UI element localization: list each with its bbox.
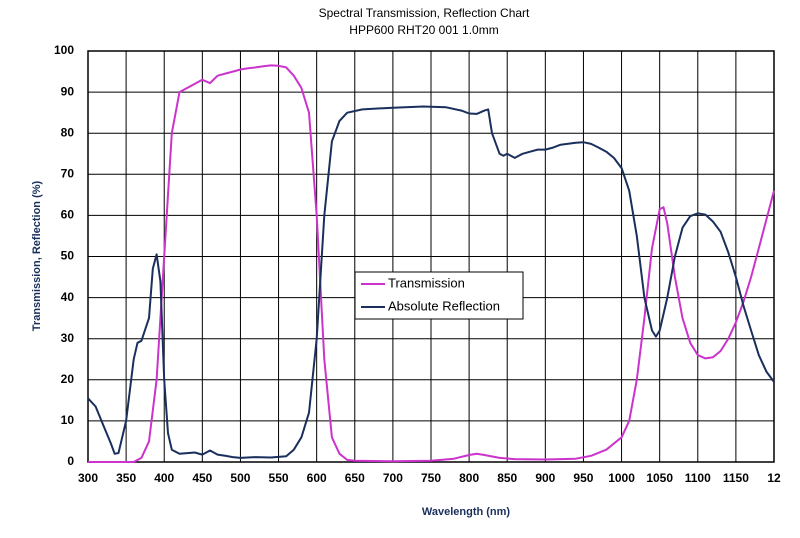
- x-tick-label: 350: [116, 471, 136, 485]
- x-axis-label: Wavelength (nm): [422, 506, 511, 518]
- y-tick-label: 40: [61, 290, 75, 304]
- x-tick-label: 850: [497, 471, 517, 485]
- x-tick-label: 1000: [608, 471, 635, 485]
- y-tick-label: 20: [61, 372, 75, 386]
- chart-subtitle: HPP600 RHT20 001 1.0mm: [349, 23, 498, 37]
- x-tick-label: 1050: [646, 471, 673, 485]
- x-tick-label: 1150: [723, 471, 749, 485]
- legend: Transmission Absolute Reflection: [354, 271, 524, 320]
- x-tick-label: 700: [383, 471, 403, 485]
- x-tick-label: 750: [421, 471, 441, 485]
- y-tick-label: 30: [61, 331, 75, 345]
- y-tick-label: 50: [61, 249, 75, 263]
- y-tick-label: 70: [61, 166, 75, 180]
- x-tick-label: 1100: [685, 471, 711, 485]
- x-tick-label: 300: [78, 471, 98, 485]
- x-tick-label: 800: [459, 471, 479, 485]
- legend-box: [354, 271, 524, 320]
- series-line: [87, 105, 775, 459]
- legend-label: Transmission: [388, 275, 465, 290]
- x-tick-label: 12: [767, 471, 781, 485]
- x-tick-label: 900: [535, 471, 555, 485]
- legend-label: Absolute Reflection: [388, 298, 500, 313]
- x-tick-label: 600: [307, 471, 327, 485]
- x-tick-label: 550: [269, 471, 289, 485]
- series-line: [88, 64, 775, 463]
- x-tick-label: 450: [192, 471, 212, 485]
- y-tick-label: 90: [61, 84, 75, 98]
- y-tick-label: 100: [54, 43, 74, 57]
- x-tick-label: 500: [230, 471, 250, 485]
- x-tick-label: 950: [573, 471, 593, 485]
- y-tick-label: 60: [61, 208, 75, 222]
- x-tick-label: 650: [345, 471, 365, 485]
- y-tick-label: 10: [61, 413, 75, 427]
- x-tick-label: 400: [154, 471, 174, 485]
- chart-title: Spectral Transmission, Reflection Chart: [319, 6, 530, 20]
- y-axis-label: Transmission, Reflection (%): [31, 180, 43, 331]
- y-tick-label: 80: [61, 125, 75, 139]
- y-tick-label: 0: [67, 454, 74, 468]
